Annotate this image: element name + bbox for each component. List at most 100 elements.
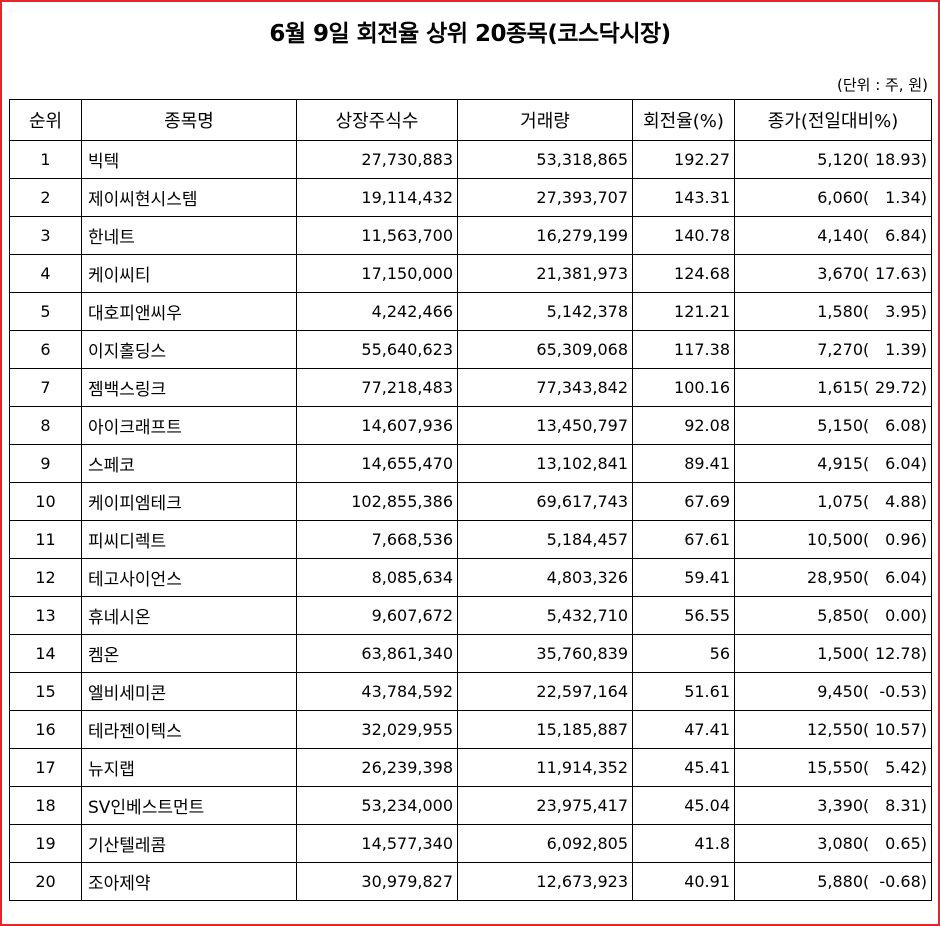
- table-row: 6 이지홀딩스 55,640,623 65,309,068 117.38 7,270(1.…: [9, 330, 932, 369]
- table-body: 1 빅텍 27,730,883 53,318,865 192.27 5,120(18.93…: [9, 140, 932, 901]
- change-open-paren: (: [863, 720, 870, 739]
- volume-cell: 27,393,707: [457, 178, 633, 217]
- table-row: 7 젬백스링크 77,218,483 77,343,842 100.16 1,615(29…: [9, 368, 932, 407]
- table-row: 16 테라젠이텍스 32,029,955 15,185,887 47.41 12,550(…: [9, 710, 932, 749]
- close-price-cell: 28,950(6.04): [734, 558, 932, 597]
- table-row: 11 피씨디렉트 7,668,536 5,184,457 67.61 10,500(0.9…: [9, 520, 932, 559]
- unit-note: (단위 : 주, 원): [836, 76, 928, 94]
- change-percent-value: 1.39): [885, 340, 927, 359]
- close-price-value: 5,850: [817, 606, 863, 625]
- listed-shares-cell: 32,029,955: [296, 710, 458, 749]
- close-price-value: 3,080: [817, 834, 863, 853]
- turnover-cell: 67.69: [632, 482, 735, 521]
- rank-cell: 1: [9, 140, 82, 179]
- change-open-paren: (: [863, 226, 870, 245]
- turnover-cell: 45.41: [632, 748, 735, 787]
- volume-cell: 16,279,199: [457, 216, 633, 255]
- close-price-value: 1,500: [817, 644, 863, 663]
- change-open-paren: (: [863, 682, 870, 701]
- stock-name-cell: SV인베스트먼트: [81, 786, 297, 825]
- listed-shares-cell: 7,668,536: [296, 520, 458, 559]
- listed-shares-cell: 14,607,936: [296, 406, 458, 445]
- change-open-paren: (: [863, 378, 870, 397]
- stock-name-cell: 휴네시온: [81, 596, 297, 635]
- close-price-value: 12,550: [807, 720, 863, 739]
- change-percent-value: 29.72): [874, 378, 927, 397]
- table-row: 19 기산텔레콤 14,577,340 6,092,805 41.8 3,080(0.65…: [9, 824, 932, 863]
- close-price-value: 3,670: [817, 264, 863, 283]
- table-row: 8 아이크래프트 14,607,936 13,450,797 92.08 5,150(6.…: [9, 406, 932, 445]
- table-header-row: 순위 종목명 상장주식수 거래량 회전율(%) 종가(전일대비%): [9, 99, 932, 141]
- change-open-paren: (: [863, 302, 870, 321]
- stock-name-cell: 케이씨티: [81, 254, 297, 293]
- rank-cell: 11: [9, 520, 82, 559]
- change-percent-value: 0.96): [885, 530, 927, 549]
- stock-name-cell: 테라젠이텍스: [81, 710, 297, 749]
- volume-cell: 5,184,457: [457, 520, 633, 559]
- volume-cell: 22,597,164: [457, 672, 633, 711]
- stock-name-cell: 이지홀딩스: [81, 330, 297, 369]
- close-price-cell: 5,850(0.00): [734, 596, 932, 635]
- listed-shares-cell: 11,563,700: [296, 216, 458, 255]
- rank-cell: 20: [9, 862, 82, 901]
- rank-cell: 18: [9, 786, 82, 825]
- turnover-cell: 192.27: [632, 140, 735, 179]
- rank-cell: 13: [9, 596, 82, 635]
- close-price-cell: 9,450(-0.53): [734, 672, 932, 711]
- listed-shares-cell: 102,855,386: [296, 482, 458, 521]
- change-open-paren: (: [863, 530, 870, 549]
- rank-cell: 14: [9, 634, 82, 673]
- volume-cell: 11,914,352: [457, 748, 633, 787]
- turnover-cell: 45.04: [632, 786, 735, 825]
- listed-shares-cell: 9,607,672: [296, 596, 458, 635]
- close-price-value: 1,075: [817, 492, 863, 511]
- stock-name-cell: 케이피엠테크: [81, 482, 297, 521]
- volume-cell: 21,381,973: [457, 254, 633, 293]
- change-percent-value: 4.88): [885, 492, 927, 511]
- volume-cell: 53,318,865: [457, 140, 633, 179]
- close-price-cell: 3,390(8.31): [734, 786, 932, 825]
- volume-cell: 12,673,923: [457, 862, 633, 901]
- stock-name-cell: 조아제약: [81, 862, 297, 901]
- change-open-paren: (: [863, 454, 870, 473]
- turnover-cell: 56.55: [632, 596, 735, 635]
- turnover-cell: 143.31: [632, 178, 735, 217]
- stock-name-cell: 대호피앤씨우: [81, 292, 297, 331]
- change-percent-value: -0.53): [879, 682, 927, 701]
- table-row: 9 스페코 14,655,470 13,102,841 89.41 4,915(6.04): [9, 444, 932, 483]
- change-open-paren: (: [863, 644, 870, 663]
- turnover-cell: 40.91: [632, 862, 735, 901]
- header-listed-shares: 상장주식수: [296, 99, 458, 141]
- table-row: 4 케이씨티 17,150,000 21,381,973 124.68 3,670(17.…: [9, 254, 932, 293]
- close-price-value: 1,580: [817, 302, 863, 321]
- close-price-value: 5,150: [817, 416, 863, 435]
- turnover-cell: 89.41: [632, 444, 735, 483]
- listed-shares-cell: 27,730,883: [296, 140, 458, 179]
- change-open-paren: (: [863, 796, 870, 815]
- table-row: 5 대호피앤씨우 4,242,466 5,142,378 121.21 1,580(3.9…: [9, 292, 932, 331]
- rank-cell: 4: [9, 254, 82, 293]
- turnover-cell: 41.8: [632, 824, 735, 863]
- change-open-paren: (: [863, 264, 870, 283]
- header-rank: 순위: [9, 99, 82, 141]
- stock-name-cell: 한네트: [81, 216, 297, 255]
- change-percent-value: -0.68): [879, 872, 927, 891]
- listed-shares-cell: 14,655,470: [296, 444, 458, 483]
- table-row: 18 SV인베스트먼트 53,234,000 23,975,417 45.04 3,390…: [9, 786, 932, 825]
- change-open-paren: (: [863, 188, 870, 207]
- turnover-table: 순위 종목명 상장주식수 거래량 회전율(%) 종가(전일대비%) 1 빅텍 27,…: [9, 99, 932, 901]
- close-price-cell: 12,550(10.57): [734, 710, 932, 749]
- close-price-value: 15,550: [807, 758, 863, 777]
- turnover-cell: 67.61: [632, 520, 735, 559]
- rank-cell: 12: [9, 558, 82, 597]
- close-price-value: 10,500: [807, 530, 863, 549]
- change-percent-value: 6.84): [885, 226, 927, 245]
- turnover-cell: 140.78: [632, 216, 735, 255]
- close-price-value: 28,950: [807, 568, 863, 587]
- change-percent-value: 6.04): [885, 454, 927, 473]
- stock-name-cell: 젬백스링크: [81, 368, 297, 407]
- close-price-cell: 3,080(0.65): [734, 824, 932, 863]
- table-row: 17 뉴지랩 26,239,398 11,914,352 45.41 15,550(5.4…: [9, 748, 932, 787]
- rank-cell: 19: [9, 824, 82, 863]
- close-price-value: 3,390: [817, 796, 863, 815]
